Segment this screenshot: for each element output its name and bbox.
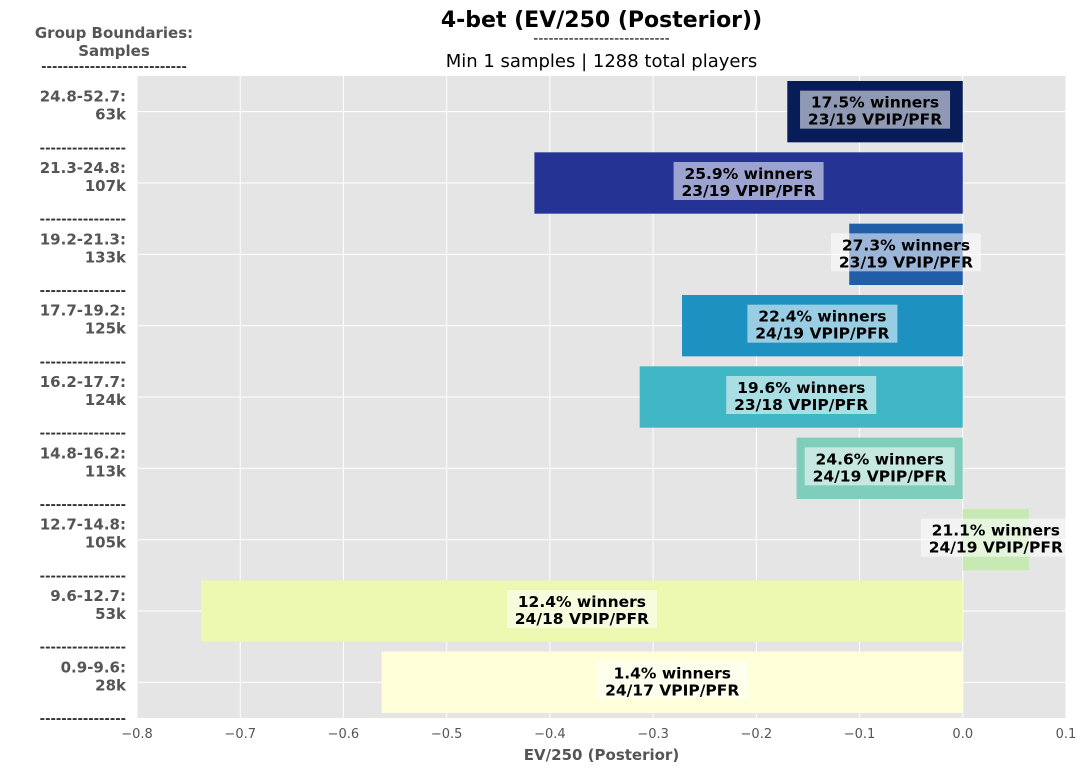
group-separator: ---------------- <box>40 213 126 228</box>
x-tick-label: −0.4 <box>534 727 566 742</box>
x-tick-label: −0.1 <box>844 727 876 742</box>
group-samples-label: 53k <box>95 605 127 623</box>
bar-label-box <box>804 447 955 486</box>
group-range-label: 0.9-9.6: <box>61 658 126 676</box>
group-samples-label: 28k <box>95 676 127 694</box>
group-range-label: 14.8-16.2: <box>40 444 126 462</box>
group-samples-label: 124k <box>85 391 127 409</box>
group-boundaries-header: Group Boundaries: Samples <box>34 24 194 60</box>
bar-label-winners: 19.6% winners <box>737 379 865 397</box>
bar-label-winners: 22.4% winners <box>758 308 886 326</box>
bar-label-winners: 17.5% winners <box>811 94 939 112</box>
bar-label-box <box>506 590 657 628</box>
bar-label-box <box>726 376 877 414</box>
bar-label-winners: 12.4% winners <box>518 593 646 611</box>
bar-label-vpip-pfr: 24/18 VPIP/PFR <box>515 610 649 628</box>
group-samples-label: 133k <box>85 248 127 266</box>
x-tick-label: 0.0 <box>952 727 973 742</box>
group-samples-label: 125k <box>85 320 127 338</box>
chart-title: 4-bet (EV/250 (Posterior)) <box>440 8 763 33</box>
bar-label-vpip-pfr: 24/19 VPIP/PFR <box>755 325 889 343</box>
bar-label-box <box>800 90 951 129</box>
bar-label-winners: 1.4% winners <box>613 664 730 682</box>
bar-label-vpip-pfr: 24/19 VPIP/PFR <box>929 539 1063 557</box>
chart-subtitle: Min 1 samples | 1288 total players <box>445 51 758 72</box>
group-samples-label: 113k <box>85 462 127 480</box>
group-separator: ---------------- <box>40 141 126 156</box>
group-separator: ---------------- <box>40 427 126 442</box>
x-tick-label: −0.6 <box>328 727 360 742</box>
bar-label-vpip-pfr: 23/19 VPIP/PFR <box>681 182 815 200</box>
group-separator: ---------------- <box>40 284 126 299</box>
group-samples-label: 63k <box>95 106 127 124</box>
bar-label-box <box>673 162 824 200</box>
group-separator: ---------------- <box>40 641 126 656</box>
x-axis-label: EV/250 (Posterior) <box>524 746 679 764</box>
bar-label-vpip-pfr: 24/19 VPIP/PFR <box>813 467 947 485</box>
bar-label-winners: 25.9% winners <box>684 165 812 183</box>
bar-label-vpip-pfr: 23/19 VPIP/PFR <box>808 111 942 129</box>
bar-label-box <box>597 661 748 700</box>
bar-label-vpip-pfr: 23/18 VPIP/PFR <box>734 396 868 414</box>
group-range-label: 19.2-21.3: <box>40 230 126 248</box>
group-samples-label: 105k <box>85 534 127 552</box>
x-tick-label: −0.5 <box>431 727 463 742</box>
bar-label-box <box>747 304 898 343</box>
x-tick-label: 0.1 <box>1056 727 1077 742</box>
bar-label-box <box>920 518 1071 557</box>
group-range-label: 16.2-17.7: <box>40 373 126 391</box>
x-tick-label: −0.7 <box>224 727 256 742</box>
x-tick-label: −0.2 <box>741 727 773 742</box>
bar-label-winners: 21.1% winners <box>932 522 1060 540</box>
group-separator: ---------------- <box>40 498 126 513</box>
bar-label-winners: 27.3% winners <box>842 236 970 254</box>
bar-label-vpip-pfr: 24/17 VPIP/PFR <box>605 681 739 699</box>
group-range-label: 9.6-12.7: <box>50 587 126 605</box>
group-separator: ---------------- <box>40 569 126 584</box>
group-separator: ---------------- <box>40 355 126 370</box>
group-samples-label: 107k <box>85 177 127 195</box>
group-separator: ---------------- <box>40 712 126 727</box>
bar-label-vpip-pfr: 23/19 VPIP/PFR <box>839 253 973 271</box>
group-range-label: 17.7-19.2: <box>40 302 126 320</box>
group-range-label: 21.3-24.8: <box>40 159 126 177</box>
group-range-label: 24.8-52.7: <box>40 88 126 106</box>
x-tick-label: −0.8 <box>121 727 153 742</box>
group-header-underline: --------------------------- <box>41 60 187 75</box>
bar-label-winners: 24.6% winners <box>816 450 944 468</box>
group-range-label: 12.7-14.8: <box>40 516 126 534</box>
title-underline: --------------------------- <box>533 31 670 47</box>
x-tick-label: −0.3 <box>637 727 669 742</box>
bar-label-box <box>831 233 982 272</box>
